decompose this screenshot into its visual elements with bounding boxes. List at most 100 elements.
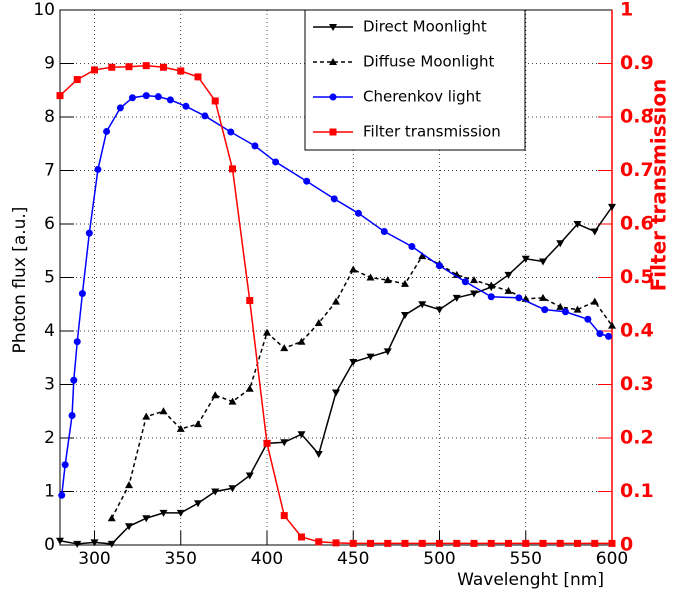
marker (314, 318, 323, 326)
marker (297, 431, 306, 439)
x-axis-title: Wavelenght [nm] (457, 570, 604, 590)
marker (401, 279, 409, 287)
marker (177, 67, 185, 75)
marker (154, 93, 162, 101)
y-tick-label: 5 (44, 268, 55, 288)
marker (142, 515, 151, 523)
marker (487, 539, 495, 547)
legend-marker (329, 128, 337, 136)
marker (315, 538, 323, 546)
series-line (60, 94, 609, 496)
marker (280, 344, 289, 352)
marker (330, 195, 338, 203)
marker (194, 73, 202, 81)
y-tick-label: 1 (44, 482, 55, 502)
y2-tick-label: 0.2 (620, 427, 654, 449)
marker (452, 294, 461, 302)
marker (90, 539, 99, 547)
marker (349, 539, 357, 547)
marker (436, 262, 443, 270)
marker (73, 76, 81, 84)
marker (159, 509, 168, 517)
marker (228, 485, 237, 493)
marker (103, 127, 111, 135)
legend-marker (329, 58, 337, 65)
marker (73, 540, 82, 548)
y2-tick-label: 0.7 (620, 159, 654, 181)
marker (194, 500, 202, 508)
marker (366, 273, 375, 281)
marker (263, 439, 271, 447)
marker (245, 384, 254, 392)
marker (280, 512, 288, 520)
marker (263, 328, 271, 336)
legend-label: Filter transmission (363, 123, 501, 141)
marker (85, 229, 93, 237)
marker (272, 158, 280, 166)
marker (470, 290, 478, 298)
marker (176, 509, 185, 517)
marker (211, 97, 219, 105)
legend-label: Cherenkov light (363, 88, 481, 106)
marker (332, 389, 340, 397)
marker (452, 270, 461, 278)
marker (227, 128, 235, 136)
marker (176, 424, 185, 432)
marker (280, 439, 289, 447)
marker (591, 539, 599, 547)
legend-label: Direct Moonlight (363, 18, 487, 36)
legend-label: Diffuse Moonlight (363, 53, 495, 71)
marker (166, 96, 174, 104)
marker (91, 66, 98, 74)
marker (573, 221, 582, 228)
marker (608, 321, 616, 329)
marker (418, 539, 426, 547)
marker (435, 306, 444, 314)
series-line (111, 255, 613, 519)
marker (116, 104, 124, 112)
marker (194, 420, 202, 428)
y2-tick-label: 0 (620, 534, 633, 556)
y2-tick-label: 0.6 (620, 213, 654, 235)
marker (521, 255, 530, 263)
legend-box (304, 9, 526, 151)
y-tick-label: 2 (44, 428, 55, 448)
marker (539, 539, 547, 547)
marker (245, 472, 254, 480)
marker (383, 348, 392, 356)
marker (584, 315, 592, 323)
marker (142, 62, 150, 70)
marker (251, 142, 259, 150)
marker (61, 461, 69, 469)
y-tick-label: 0 (44, 535, 55, 555)
marker (211, 488, 220, 496)
marker (408, 242, 416, 250)
marker (504, 286, 513, 294)
marker (380, 227, 388, 235)
y2-tick-label: 0.1 (620, 480, 654, 502)
marker (314, 451, 323, 459)
marker (125, 523, 133, 531)
marker (94, 165, 102, 173)
marker (56, 537, 64, 545)
marker (418, 252, 427, 260)
marker (556, 302, 565, 310)
marker (182, 102, 190, 110)
marker (487, 281, 496, 289)
marker (349, 359, 358, 367)
x-tick-label: 500 (423, 549, 455, 569)
marker (573, 305, 582, 313)
y-tick-label: 10 (33, 0, 55, 20)
marker (522, 539, 530, 547)
y2-tick-label: 1 (620, 0, 633, 21)
y2-axis-title: Filter transmission (647, 79, 671, 292)
marker (228, 397, 237, 405)
marker (58, 491, 66, 499)
y2-tick-label: 0.5 (620, 266, 654, 288)
y-tick-label: 3 (44, 375, 55, 395)
y2-tick-label: 0.3 (620, 373, 654, 395)
x-tick-label: 300 (78, 549, 110, 569)
marker (561, 308, 569, 316)
marker (470, 539, 478, 547)
marker (159, 407, 168, 415)
